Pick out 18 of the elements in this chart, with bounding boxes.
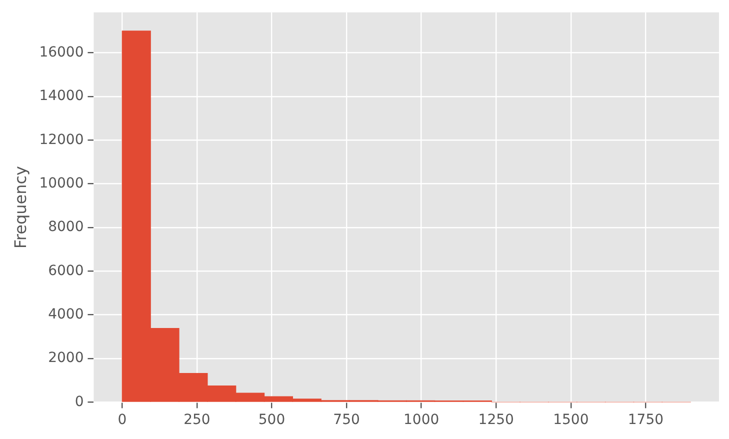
- x-tick-label: 500: [258, 412, 286, 428]
- y-tick-label: 2000: [48, 350, 84, 366]
- y-tick-label: 10000: [39, 175, 84, 192]
- x-tick-label: 1000: [404, 412, 440, 428]
- y-axis-title: Frequency: [10, 166, 30, 249]
- y-tick-label: 14000: [39, 88, 84, 104]
- x-tick-label: 1500: [553, 412, 589, 428]
- y-tick-label: 6000: [48, 262, 84, 279]
- x-tick-label: 1250: [478, 412, 514, 428]
- y-tick-label: 8000: [48, 219, 84, 236]
- y-tick-label: 16000: [39, 44, 84, 60]
- y-tick-label: 4000: [48, 306, 84, 322]
- x-tick-label: 0: [118, 412, 127, 428]
- x-tick-label: 250: [184, 412, 210, 428]
- y-tick-label: 0: [74, 394, 84, 410]
- x-tick-label: 750: [333, 412, 360, 428]
- y-tick-label: 12000: [39, 132, 84, 148]
- x-tick-label: 1750: [628, 412, 664, 428]
